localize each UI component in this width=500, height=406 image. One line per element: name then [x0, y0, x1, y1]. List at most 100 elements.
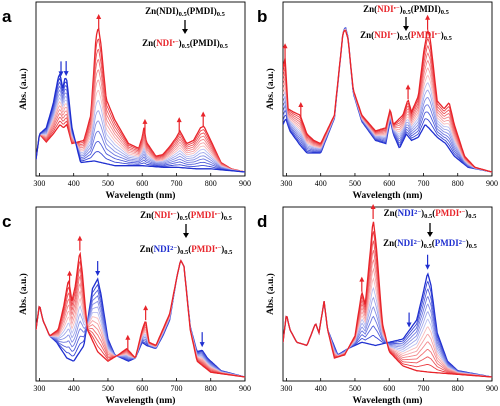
- x-tick-label: 900: [486, 179, 498, 188]
- x-axis-label: Wavelength (nm): [106, 190, 176, 201]
- arrow-up-icon: [282, 43, 288, 59]
- spectra-series: [36, 251, 245, 378]
- x-tick-label: 700: [170, 179, 182, 188]
- x-tick-label: 900: [239, 179, 251, 188]
- spectrum-line-3: [283, 288, 492, 378]
- panel-label: d: [257, 212, 267, 231]
- y-axis-label: Abs. (a.u.): [18, 273, 29, 315]
- arrow-down-icon: [63, 61, 69, 77]
- x-tick-label: 700: [170, 384, 182, 393]
- y-axis-label: Abs. (a.u.): [18, 68, 29, 110]
- x-tick-label: 700: [417, 179, 429, 188]
- x-tick-label: 500: [349, 384, 361, 393]
- spectrum-line-8: [36, 259, 245, 378]
- reaction-arrow-icon: [183, 224, 189, 238]
- spectrum-line-5: [283, 301, 492, 378]
- panel-label: a: [2, 7, 12, 26]
- reaction-end-label: Zn(NDI•−)0.5(PMDI)0.5: [142, 38, 229, 50]
- arrow-up-icon: [142, 118, 148, 134]
- reaction-end-label: Zn(NDI•−)0.5(PMDI•−)0.5: [360, 30, 453, 42]
- x-tick-label: 800: [205, 179, 217, 188]
- arrow-down-icon: [95, 261, 101, 277]
- reaction-start-label: Zn(NDI)0.5(PMDI)0.5: [145, 6, 226, 18]
- arrow-down-icon: [425, 254, 431, 270]
- panel-label: c: [2, 212, 11, 231]
- panel-b: 300 400 500 600 700 800 900 Wavelength (nm) Abs.…: [257, 1, 498, 201]
- panel-d: 300 400 500 600 700 800 900 Wavelength (nm) Abs.…: [257, 204, 498, 406]
- spectrum-line-2: [283, 280, 492, 378]
- spectra-series: [283, 27, 492, 173]
- x-tick-label: 300: [280, 179, 292, 188]
- arrow-down-icon: [406, 312, 412, 328]
- x-tick-label: 900: [486, 384, 498, 393]
- reaction-arrow-icon: [403, 17, 409, 31]
- arrow-up-icon: [125, 334, 131, 350]
- x-tick-label: 500: [102, 384, 114, 393]
- x-tick-label: 300: [33, 384, 45, 393]
- spectrum-line-10: [283, 259, 492, 378]
- plot-frame: [282, 206, 493, 382]
- arrow-up-icon: [67, 270, 73, 286]
- spectrum-line-11: [283, 250, 492, 378]
- spectrum-line-14: [283, 221, 492, 378]
- x-tick-label: 700: [417, 384, 429, 393]
- x-tick-label: 500: [102, 179, 114, 188]
- x-tick-label: 300: [280, 384, 292, 393]
- x-axis-label: Wavelength (nm): [353, 190, 423, 201]
- reaction-start-label: Zn(NDI•−)0.5(PMDI•−)0.5: [140, 210, 233, 222]
- plot-frame: [35, 1, 246, 177]
- arrow-down-icon: [199, 332, 205, 348]
- y-axis-label: Abs. (a.u.): [265, 68, 276, 110]
- spectra-series: [283, 221, 492, 378]
- arrow-up-icon: [176, 117, 182, 133]
- spectra-series: [36, 27, 245, 173]
- x-tick-label: 800: [452, 179, 464, 188]
- x-axis-label: Wavelength (nm): [106, 395, 176, 406]
- panel-label: b: [257, 7, 267, 26]
- reaction-arrow-icon: [182, 20, 188, 34]
- spectrum-line-9: [283, 267, 492, 378]
- arrow-down-icon: [58, 61, 64, 77]
- spectrum-line-13: [283, 231, 492, 378]
- reaction-start-label: Zn(NDI2−)0.5(PMDI•−)0.5: [384, 208, 477, 220]
- spectrum-line-7: [283, 286, 492, 378]
- panel-c: 300 400 500 600 700 800 900 Wavelength (nm) Abs.…: [2, 206, 251, 406]
- arrow-up-icon: [77, 235, 83, 251]
- arrow-up-icon: [200, 111, 206, 127]
- arrow-up-icon: [96, 14, 102, 30]
- spectrum-line-4: [283, 295, 492, 378]
- x-tick-label: 800: [205, 384, 217, 393]
- arrow-up-icon: [425, 14, 431, 30]
- arrow-up-icon: [370, 204, 376, 219]
- reaction-start-label: Zn(NDI•−)0.5(PMDI)0.5: [363, 4, 450, 16]
- spectrum-line-14: [283, 28, 492, 173]
- x-tick-label: 600: [136, 384, 148, 393]
- arrow-up-icon: [405, 84, 411, 100]
- spectrum-line-12: [283, 240, 492, 378]
- arrow-up-icon: [298, 102, 304, 118]
- panel-a: 300 400 500 600 700 800 900 Wavelength (nm) Abs.…: [2, 1, 251, 201]
- arrow-up-icon: [359, 276, 365, 292]
- reaction-end-label: Zn(NDI2−)0.5(PMDI•−)0.5: [140, 244, 233, 256]
- x-tick-label: 800: [452, 384, 464, 393]
- x-tick-label: 500: [349, 179, 361, 188]
- x-tick-label: 900: [239, 384, 251, 393]
- spectrum-line-14: [36, 73, 245, 173]
- spectrum-line-6: [283, 296, 492, 378]
- reaction-end-label: Zn(NDI2−)0.5(PMDI2−)0.5: [383, 238, 477, 250]
- x-tick-label: 400: [315, 179, 327, 188]
- spectrum-line-14: [36, 251, 245, 378]
- x-tick-label: 400: [315, 384, 327, 393]
- x-axis-label: Wavelength (nm): [353, 395, 423, 406]
- x-tick-label: 600: [136, 179, 148, 188]
- arrow-up-icon: [143, 305, 149, 321]
- x-tick-label: 400: [68, 384, 80, 393]
- y-axis-label: Abs. (a.u.): [265, 273, 276, 315]
- x-tick-label: 400: [68, 179, 80, 188]
- x-tick-label: 600: [383, 384, 395, 393]
- x-tick-label: 600: [383, 179, 395, 188]
- x-tick-label: 300: [33, 179, 45, 188]
- plot-frame: [35, 206, 246, 382]
- reaction-arrow-icon: [427, 223, 433, 237]
